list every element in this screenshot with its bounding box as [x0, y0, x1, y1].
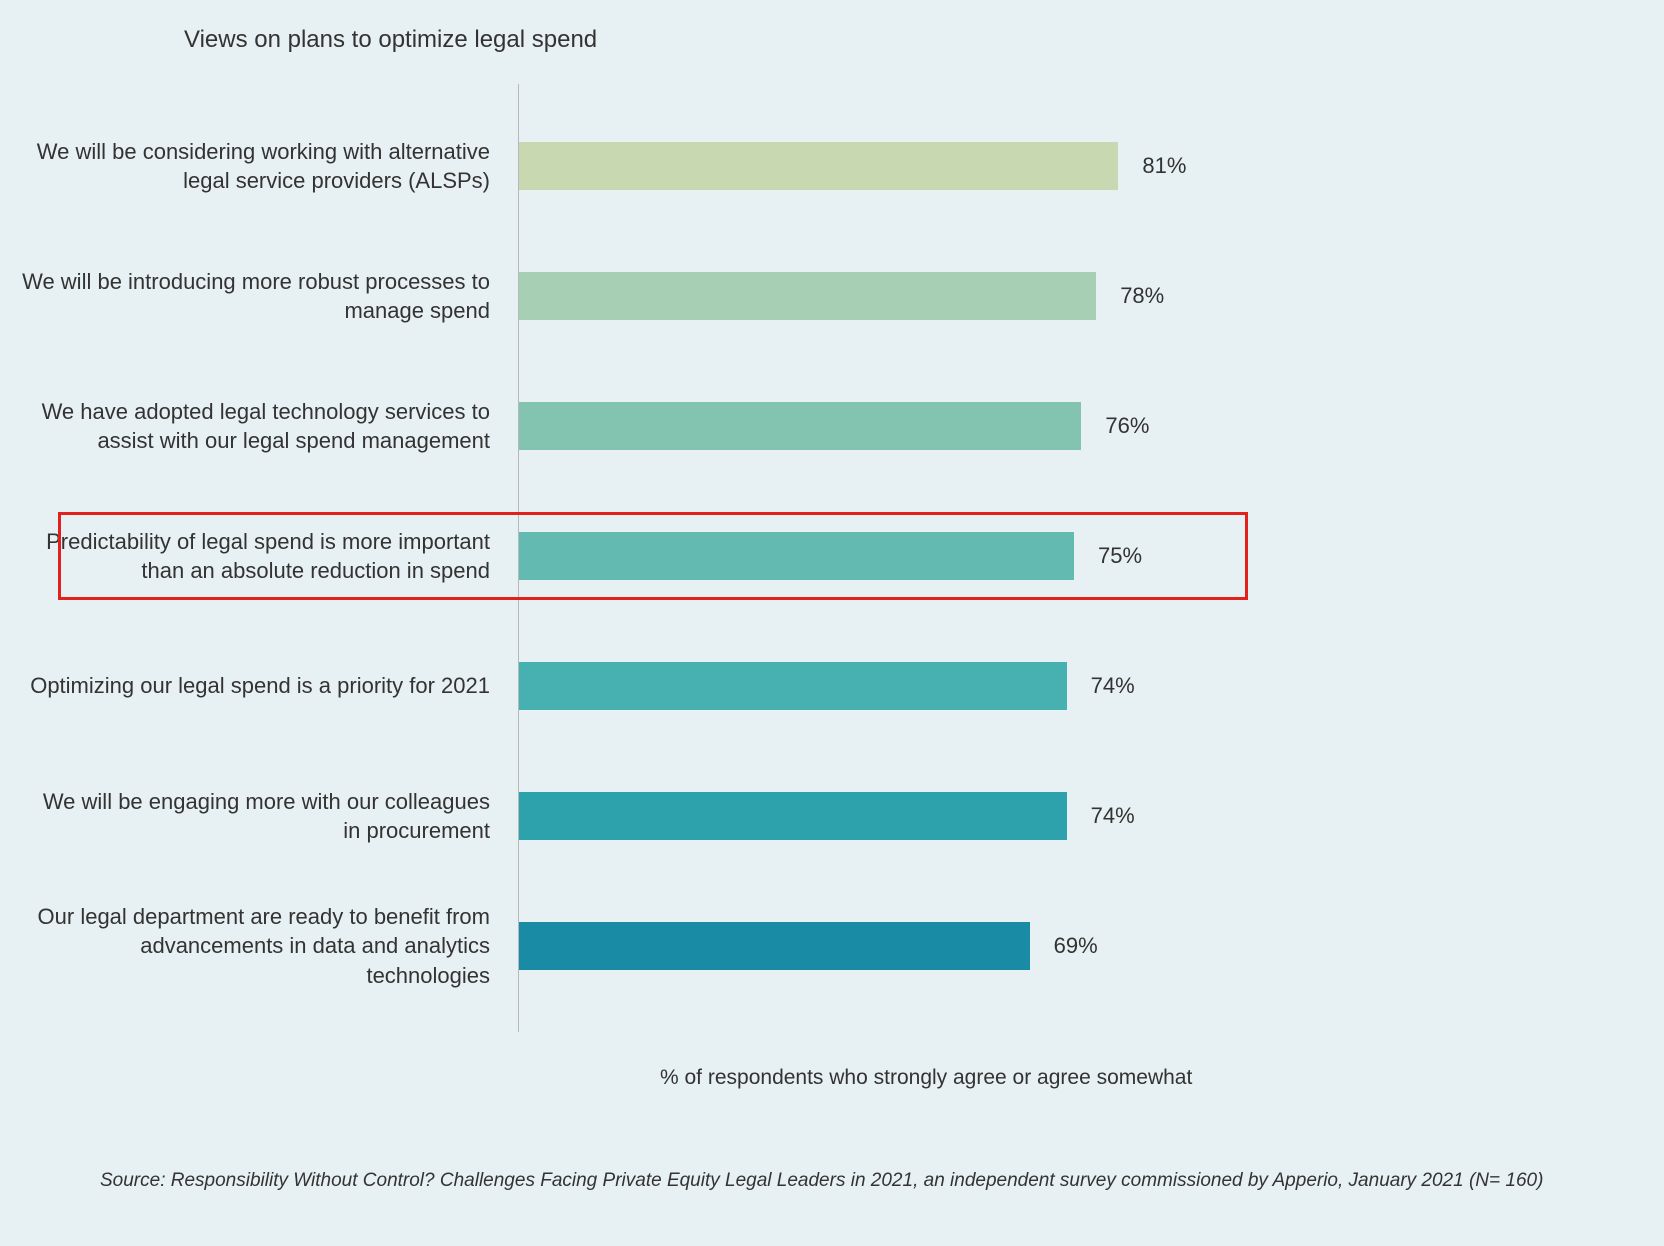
bar-label: Our legal department are ready to benefi…: [20, 902, 490, 991]
x-axis-label: % of respondents who strongly agree or a…: [660, 1066, 1192, 1090]
bar-value-label: 74%: [1091, 803, 1135, 829]
bar-label: We will be engaging more with our collea…: [20, 787, 490, 846]
bar-label: We will be considering working with alte…: [20, 137, 490, 196]
bar: [519, 272, 1096, 320]
bar-label: We will be introducing more robust proce…: [20, 267, 490, 326]
chart-page: Views on plans to optimize legal spend W…: [0, 0, 1664, 1246]
bar: [519, 662, 1067, 710]
bar-value-label: 81%: [1142, 153, 1186, 179]
source-citation: Source: Responsibility Without Control? …: [100, 1170, 1543, 1192]
chart-title: Views on plans to optimize legal spend: [184, 26, 597, 54]
bar: [519, 792, 1067, 840]
bar-label: We have adopted legal technology service…: [20, 397, 490, 456]
highlight-box: [58, 512, 1248, 600]
bar: [519, 402, 1081, 450]
bar-value-label: 76%: [1105, 413, 1149, 439]
bar: [519, 922, 1030, 970]
bar-label: Optimizing our legal spend is a priority…: [20, 671, 490, 701]
bar-value-label: 78%: [1120, 283, 1164, 309]
bar: [519, 142, 1118, 190]
bar-value-label: 69%: [1054, 933, 1098, 959]
bar-value-label: 74%: [1091, 673, 1135, 699]
